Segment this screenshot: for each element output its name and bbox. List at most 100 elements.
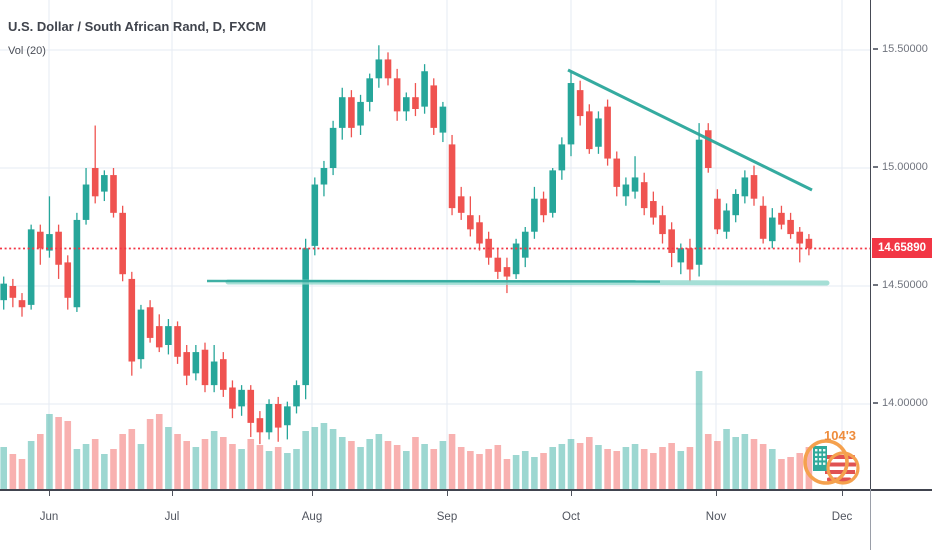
candle-body <box>320 168 328 185</box>
month-tick-mark <box>447 491 448 496</box>
volume-bar <box>0 447 7 489</box>
candle-body <box>503 267 511 277</box>
volume-bar <box>686 447 694 489</box>
candle-body <box>732 193 739 216</box>
candle-body <box>467 215 474 230</box>
candle-body <box>238 389 245 407</box>
candle-body <box>787 219 794 235</box>
candle-body <box>512 243 520 275</box>
candle-body <box>137 309 145 360</box>
candle-body <box>659 215 666 235</box>
volume-bar <box>9 454 17 489</box>
volume-series <box>0 371 813 489</box>
volume-bar <box>595 445 602 489</box>
volume-bar <box>320 423 328 489</box>
volume-bar <box>723 429 730 489</box>
volume-bar <box>476 454 483 489</box>
candle-body <box>540 198 547 216</box>
candle-body <box>210 361 218 386</box>
volume-bar <box>192 447 200 489</box>
candle-body <box>46 234 53 251</box>
symbol-title[interactable]: U.S. Dollar / South African Rand, D, FXC… <box>8 19 267 34</box>
candle-body <box>586 111 593 150</box>
month-tick-mark <box>842 491 843 496</box>
volume-bar <box>302 431 309 489</box>
volume-bar <box>256 445 264 489</box>
candle-body <box>448 144 456 209</box>
candle-body <box>348 97 355 128</box>
candle-body <box>521 231 529 258</box>
volume-bar <box>485 449 492 489</box>
candle-body <box>18 300 26 308</box>
month-tick-mark <box>716 491 717 496</box>
volume-bar <box>110 449 117 489</box>
candle-body <box>668 229 675 253</box>
volume-indicator-label[interactable]: Vol (20) <box>8 45 46 57</box>
volume-bar <box>796 453 804 489</box>
volume-bar <box>311 427 319 489</box>
candle-body <box>64 262 72 298</box>
volume-bar <box>82 444 90 489</box>
price-tick-label: 15.50000 <box>873 43 928 55</box>
volume-bar <box>512 455 520 489</box>
candle-body <box>778 212 785 225</box>
candle-body <box>55 231 62 265</box>
candle-body <box>155 326 163 348</box>
volume-bar <box>467 451 474 489</box>
volume-bar <box>210 431 218 489</box>
candle-body <box>412 97 419 109</box>
candle-body <box>284 406 291 426</box>
month-label: Jul <box>164 511 180 523</box>
volume-bar <box>155 414 163 489</box>
volume-bar <box>329 429 337 489</box>
candle-body <box>421 71 428 107</box>
volume-bar <box>531 457 538 489</box>
candle-body <box>293 385 300 407</box>
candle-body <box>686 248 694 270</box>
candle-body <box>274 404 282 428</box>
volume-bar <box>805 447 813 489</box>
candle-body <box>439 106 447 133</box>
volume-bar <box>357 447 364 489</box>
month-label: Jun <box>39 511 59 523</box>
volume-bar <box>101 454 108 489</box>
volume-bar <box>338 437 346 489</box>
volume-bar <box>567 439 575 489</box>
last-price-label: 14.65890 <box>872 238 932 259</box>
logo-rings <box>803 439 860 485</box>
candle-body <box>119 212 126 275</box>
price-tick-label: 14.00000 <box>873 397 928 409</box>
candle-body <box>366 78 373 102</box>
volume-bar <box>448 434 456 489</box>
volume-bar <box>714 441 721 489</box>
month-tick-mark <box>571 491 572 496</box>
month-label: Aug <box>301 511 323 523</box>
time-scale[interactable]: Jun Jul Aug Sep Oct Nov Dec <box>0 489 932 550</box>
volume-bar <box>37 434 44 489</box>
trendlines <box>206 68 830 286</box>
volume-bar <box>128 429 136 489</box>
volume-bar <box>384 441 392 489</box>
volume-bar <box>165 427 172 489</box>
month-label: Sep <box>436 511 458 523</box>
candle-body <box>229 387 236 409</box>
volume-bar <box>421 444 428 489</box>
volume-bar <box>741 434 749 489</box>
volume-bar <box>247 439 255 489</box>
month-tick-mark <box>312 491 313 496</box>
volume-bar <box>91 439 99 489</box>
candle-body <box>741 177 749 197</box>
volume-bar <box>622 447 630 489</box>
gridlines <box>0 0 870 489</box>
candle-body <box>265 404 273 433</box>
price-scale[interactable]: 14.65890 15.50000 15.00000 14.50000 14.0000… <box>870 0 932 490</box>
volume-bar <box>549 447 556 489</box>
volume-bar <box>55 417 62 489</box>
candle-body <box>604 106 611 159</box>
volume-bar <box>137 444 145 489</box>
volume-bar <box>787 457 794 489</box>
candle-body <box>796 231 804 244</box>
volume-bar <box>631 444 639 489</box>
